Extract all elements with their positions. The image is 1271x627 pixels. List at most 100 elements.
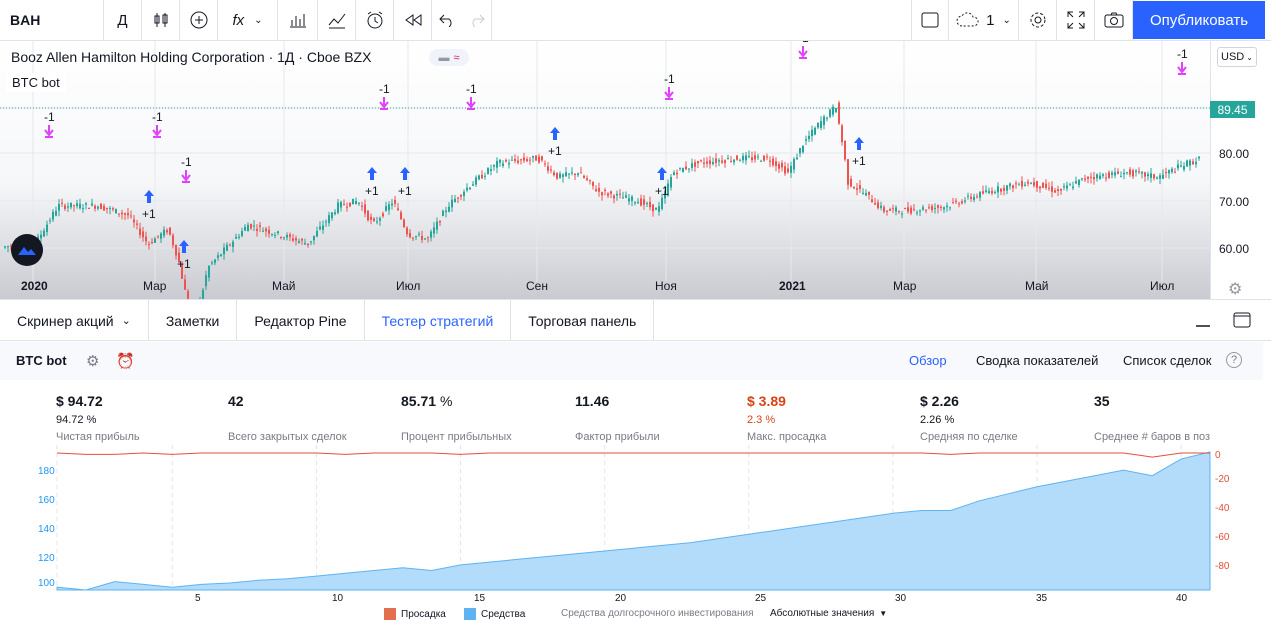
price-axis[interactable] (1210, 41, 1271, 299)
values-mode-dropdown[interactable]: Абсолютные значения ▼ (770, 608, 888, 619)
tab-performance-summary[interactable]: Сводка показателей (976, 353, 1099, 368)
tab-stock-screener[interactable]: Скринер акций ⌄ (0, 300, 149, 341)
candle-body (145, 236, 147, 242)
publish-button[interactable]: Опубликовать (1133, 1, 1265, 39)
snapshot-camera-icon[interactable] (1095, 0, 1133, 41)
candle-body (1018, 184, 1020, 186)
candle-body (724, 160, 726, 164)
fullscreen-layout-icon[interactable] (911, 0, 949, 41)
buy-signal-label: +1 (177, 257, 191, 271)
candle-body (1027, 181, 1029, 184)
price-chart-canvas[interactable]: -1 -1 -1 -1 -1 -1 -1 -1 +1 +1 +1 +1 +1 +1 +1 (0, 41, 1210, 299)
tab-strategy-tester[interactable]: Тестер стратегий (365, 300, 512, 341)
candle-body (841, 125, 843, 143)
interval-button[interactable]: Д (104, 0, 142, 41)
candle-body (559, 173, 561, 178)
candle-body (910, 207, 912, 214)
chart-settings-icon[interactable]: ⚙ (1228, 281, 1243, 298)
metric-profit-factor: 11.46 Фактор прибыли (575, 393, 745, 443)
alert-icon[interactable] (356, 0, 394, 41)
equity-chart[interactable]: 180 160 140 120 100 0 -20 -40 -60 -80 5 … (0, 445, 1271, 627)
candle-body (574, 173, 576, 176)
candle-body (577, 173, 579, 176)
settings-gear-icon[interactable] (1019, 0, 1057, 41)
legend-buy-hold[interactable]: Средства долгосрочного инвестирования (561, 608, 754, 619)
fullscreen-icon[interactable] (1057, 0, 1095, 41)
candle-body (322, 225, 324, 230)
tradingview-logo-icon[interactable] (11, 234, 43, 266)
redo-icon[interactable] (462, 0, 492, 41)
candle-body (163, 229, 165, 236)
undo-icon[interactable] (432, 0, 462, 41)
price-chart[interactable]: -1 -1 -1 -1 -1 -1 -1 -1 +1 +1 +1 +1 +1 +1 +1 Booz Alle… (0, 41, 1271, 299)
candle-body (829, 109, 831, 117)
tab-notes[interactable]: Заметки (149, 300, 238, 341)
candle-body (1009, 183, 1011, 187)
interval-label: Д (117, 11, 128, 29)
candles-icon[interactable] (142, 0, 180, 41)
candle-body (1168, 170, 1170, 174)
minimize-icon[interactable] (1195, 312, 1211, 328)
templates-icon[interactable] (278, 0, 318, 41)
layout-cloud-button[interactable]: 1 ⌄ (949, 0, 1019, 41)
candle-body (229, 244, 231, 246)
help-icon[interactable]: ? (1226, 352, 1242, 368)
currency-label: USD (1221, 51, 1245, 63)
candle-body (901, 213, 903, 215)
indicators-fx-icon[interactable]: fx ⌄ (218, 0, 278, 41)
candle-body (763, 155, 765, 161)
candle-body (151, 241, 153, 244)
strategy-alert-icon[interactable]: ⏰ (116, 353, 135, 370)
candle-body (664, 191, 666, 199)
indicator-label[interactable]: BTC bot (6, 73, 66, 92)
candle-body (100, 203, 102, 210)
maximize-panel-icon[interactable] (1233, 312, 1251, 328)
equity-chart-canvas[interactable] (0, 445, 1271, 627)
candle-body (1075, 181, 1077, 184)
candle-body (259, 225, 261, 227)
legend-drawdown[interactable]: Просадка (384, 608, 446, 620)
compare-icon[interactable] (318, 0, 356, 41)
add-indicator-icon[interactable] (180, 0, 218, 41)
buy-signal-label: +1 (365, 184, 379, 198)
candle-body (517, 160, 519, 163)
tab-trading-panel[interactable]: Торговая панель (511, 300, 655, 341)
tab-pine-editor[interactable]: Редактор Pine (237, 300, 365, 341)
drawdown-y-label: -60 (1215, 532, 1230, 543)
strategy-settings-icon[interactable]: ⚙ (86, 353, 100, 370)
candle-body (535, 155, 537, 161)
candle-body (1102, 174, 1104, 176)
bottom-panel-tabs: Скринер акций ⌄ Заметки Редактор Pine Тес… (0, 299, 1271, 341)
candle-body (355, 201, 357, 205)
candle-body (361, 205, 363, 207)
candle-body (736, 155, 738, 160)
candle-body (682, 168, 684, 173)
sell-signal-label: -1 (152, 110, 163, 124)
candle-body (835, 108, 837, 113)
candle-body (370, 216, 372, 220)
candle-body (1114, 172, 1116, 176)
candle-body (178, 252, 180, 263)
buy-signal-label: +1 (142, 207, 156, 221)
symbol-search[interactable]: BAH (0, 0, 104, 41)
tab-overview[interactable]: Обзор (909, 353, 947, 368)
candle-body (334, 212, 336, 215)
candle-body (40, 234, 42, 239)
candle-body (1045, 183, 1047, 188)
legend-equity[interactable]: Средства (464, 608, 525, 620)
candle-body (373, 218, 375, 221)
candle-body (484, 175, 486, 177)
buy-signal-label: +1 (398, 184, 412, 198)
candle-body (400, 212, 402, 220)
replay-icon[interactable] (394, 0, 432, 41)
symbol-label: BAH (10, 12, 41, 28)
tab-trade-list[interactable]: Список сделок (1123, 353, 1212, 368)
candle-body (271, 234, 273, 236)
candle-body (103, 205, 105, 211)
candle-body (742, 155, 744, 161)
candle-body (1090, 176, 1092, 178)
candle-body (346, 206, 348, 208)
candle-body (70, 202, 72, 208)
currency-selector[interactable]: USD ⌄ (1217, 47, 1257, 67)
chart-status-badge[interactable]: ▬ ≈ (429, 49, 469, 66)
